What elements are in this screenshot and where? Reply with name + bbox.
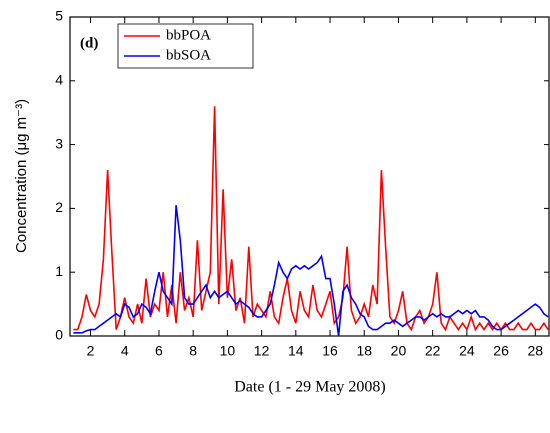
y-tick-label: 4 [55, 72, 63, 88]
x-tick-label: 20 [391, 343, 407, 359]
y-axis-label: Concentration (μg m⁻³) [13, 99, 30, 253]
y-tick-label: 1 [55, 263, 63, 279]
legend-box [117, 23, 254, 69]
x-tick-label: 10 [220, 343, 236, 359]
data-line [73, 106, 549, 332]
legend-label: bbSOA [166, 47, 211, 63]
x-tick-label: 14 [288, 343, 304, 359]
x-tick-label: 12 [254, 343, 270, 359]
x-tick-label: 24 [459, 343, 475, 359]
data-line [73, 205, 549, 337]
annotation: (d) [80, 35, 98, 51]
y-tick-label: 5 [55, 8, 63, 24]
x-tick-label: 22 [425, 343, 441, 359]
x-tick-label: 16 [322, 343, 338, 359]
x-tick-label: 2 [87, 343, 95, 359]
x-tick-label: 8 [189, 343, 197, 359]
legend-label: bbPOA [166, 27, 211, 43]
y-tick-label: 3 [55, 135, 63, 151]
y-tick-label: 2 [55, 199, 63, 215]
x-tick-label: 26 [493, 343, 509, 359]
x-axis-label: Date (1 - 29 May 2008) [234, 379, 386, 396]
plot-frame [69, 16, 550, 337]
x-tick-label: 28 [528, 343, 544, 359]
x-tick-label: 18 [356, 343, 372, 359]
y-tick-label: 0 [55, 327, 63, 343]
x-tick-label: 4 [121, 343, 129, 359]
x-tick-label: 6 [155, 343, 163, 359]
